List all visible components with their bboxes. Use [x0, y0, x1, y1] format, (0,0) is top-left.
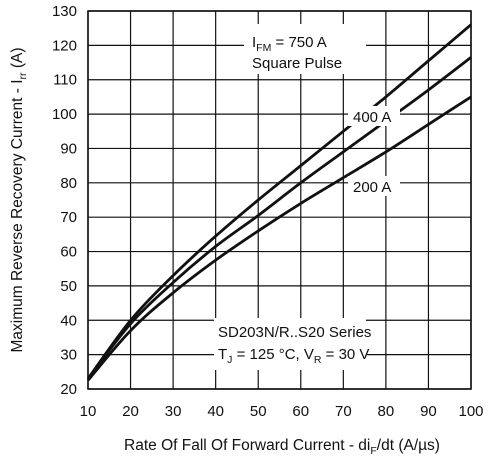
y-tick-label: 120: [52, 37, 77, 54]
series-title: SD203N/R..S20 Series: [218, 324, 371, 341]
x-tick-label: 100: [458, 403, 483, 420]
ifm-label-bg: [244, 24, 366, 74]
series-line-750a: [86, 23, 472, 380]
x-tick-label: 30: [165, 403, 182, 420]
x-tick-label: 50: [250, 403, 267, 420]
x-tick-label: 20: [122, 403, 139, 420]
y-tick-label: 40: [60, 312, 77, 329]
x-tick-label: 90: [420, 403, 437, 420]
label-400: 400 A: [353, 109, 391, 126]
curves: [86, 23, 472, 382]
y-axis-title: Maximum Reverse Recovery Current - Irr (…: [9, 47, 29, 352]
x-tick-label: 10: [80, 403, 97, 420]
y-tick-label: 20: [60, 381, 77, 398]
plot-frame: [87, 10, 472, 390]
ifm-label: IFM = 750 A: [252, 34, 327, 54]
y-tick-label: 100: [52, 106, 77, 123]
y-tick-label: 30: [60, 347, 77, 364]
y-tick-label: 60: [60, 244, 77, 261]
series-line-400a: [86, 56, 472, 380]
square-pulse-label: Square Pulse: [252, 55, 342, 72]
label-400-bg: [348, 106, 400, 126]
x-tick-label: 60: [292, 403, 309, 420]
y-tick-label: 130: [52, 3, 77, 20]
y-tick-label: 110: [53, 72, 77, 89]
y-tick-label: 50: [60, 278, 77, 295]
x-tick-label: 40: [207, 403, 224, 420]
y-tick-label: 90: [60, 140, 77, 157]
label-200: 200 A: [353, 179, 391, 196]
conditions: TJ = 125 °C, VR = 30 V: [218, 346, 369, 366]
x-tick-label: 80: [378, 403, 395, 420]
label-200-bg: [348, 176, 400, 196]
y-tick-label: 70: [60, 209, 77, 226]
x-tick-labels: 10 20 30 40 50 60 70 80 90 100: [80, 403, 484, 420]
y-tick-labels: 20 30 40 50 60 70 80 90 100 110 120 130: [52, 3, 77, 398]
x-tick-label: 70: [335, 403, 352, 420]
x-axis-title: Rate Of Fall Of Forward Current - diF/dt…: [124, 437, 440, 457]
series-line-200a: [86, 95, 472, 382]
series-label-bg: [214, 318, 366, 370]
y-tick-label: 80: [60, 175, 77, 192]
